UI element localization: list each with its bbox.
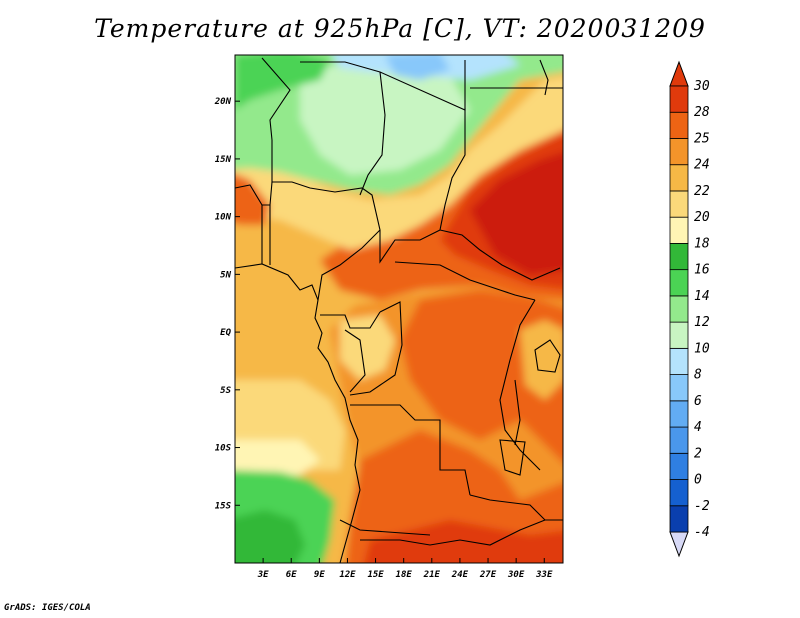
colorbar-swatch bbox=[669, 243, 689, 271]
colorbar-swatch bbox=[669, 426, 689, 454]
colorbar-level-label: -4 bbox=[694, 525, 710, 540]
colorbar-level-label: 10 bbox=[694, 341, 710, 356]
border-gabon-congo bbox=[344, 329, 366, 393]
colorbar-level-label: 12 bbox=[694, 315, 710, 330]
border-nigeria bbox=[271, 140, 381, 301]
lake-mweru bbox=[499, 439, 526, 476]
border-algeria-mali bbox=[261, 57, 291, 141]
colorbar-level-label: 6 bbox=[694, 394, 702, 409]
colorbar-swatch bbox=[669, 452, 689, 480]
colorbar-level-label: 16 bbox=[694, 263, 710, 278]
temp-region-22-sahel bbox=[235, 77, 563, 250]
lake-tanganyika bbox=[514, 379, 521, 446]
longitude-axis: 3E 6E 9E 12E 15E 18E 21E 24E 27E 30E 33E bbox=[257, 558, 553, 580]
political-boundaries bbox=[235, 57, 563, 563]
colorbar-level-label: -2 bbox=[694, 499, 710, 514]
colorbar-level-label: 20 bbox=[694, 210, 710, 225]
lon-tick-label: 33E bbox=[535, 570, 553, 580]
temp-region-31-sudan bbox=[470, 152, 563, 275]
temp-region-28-south bbox=[346, 430, 563, 563]
border-drc-angola bbox=[350, 404, 471, 496]
border-chad-sudan bbox=[439, 108, 466, 231]
colorbar-under-triangle bbox=[669, 531, 689, 558]
temp-region-30-south bbox=[364, 520, 563, 563]
colorbar-swatch bbox=[669, 216, 689, 244]
colorbar-level-label: 2 bbox=[694, 446, 702, 461]
lon-tick-label: 12E bbox=[339, 570, 356, 580]
coastline-west-africa bbox=[235, 263, 361, 563]
grads-credit: GrADS: IGES/COLA bbox=[4, 603, 91, 613]
temp-region-16-nw bbox=[235, 55, 330, 110]
colorbar-swatch bbox=[669, 347, 689, 375]
temp-region-24-east-highlands bbox=[520, 320, 563, 400]
border-namibia-north bbox=[339, 519, 431, 536]
colorbar-swatch bbox=[669, 374, 689, 402]
lon-tick-label: 27E bbox=[479, 570, 497, 580]
border-chad-car bbox=[379, 229, 441, 264]
colorbar-swatch bbox=[669, 138, 689, 166]
lon-tick-label: 18E bbox=[396, 570, 413, 580]
colorbar-level-label: 18 bbox=[694, 236, 710, 251]
lat-tick-label: 20N bbox=[214, 97, 232, 107]
temperature-field bbox=[235, 55, 563, 563]
border-sudan-south-sudan bbox=[439, 229, 561, 281]
lat-tick-label: 10N bbox=[215, 213, 232, 223]
colorbar-swatch bbox=[669, 190, 689, 218]
lon-tick-label: 9E bbox=[314, 570, 325, 580]
lake-victoria bbox=[534, 339, 561, 373]
colorbar-swatch bbox=[669, 295, 689, 323]
colorbar-level-label: 24 bbox=[694, 158, 710, 173]
colorbar-level-label: 8 bbox=[694, 368, 702, 383]
colorbar-level-label: 28 bbox=[694, 105, 710, 120]
colorbar-over-triangle bbox=[669, 60, 689, 87]
lat-tick-label: 10S bbox=[215, 444, 232, 454]
colorbar-level-label: 22 bbox=[694, 184, 710, 199]
colorbar-swatch bbox=[669, 85, 689, 113]
lat-tick-label: 15N bbox=[215, 155, 232, 165]
colorbar-swatch bbox=[669, 505, 689, 533]
border-cameroon-gabon bbox=[320, 311, 381, 329]
coastline-red-sea bbox=[539, 59, 549, 96]
colorbar-level-label: 4 bbox=[694, 420, 702, 435]
lat-tick-label: 15S bbox=[215, 501, 232, 511]
border-car-drc bbox=[394, 261, 536, 301]
colorbar-swatch bbox=[669, 111, 689, 139]
temp-region-20-atlantic bbox=[235, 440, 320, 480]
temp-region-8-north bbox=[385, 55, 450, 80]
lat-tick-label: 5S bbox=[220, 386, 231, 396]
colorbar-swatch bbox=[669, 164, 689, 192]
lon-tick-label: 30E bbox=[507, 570, 525, 580]
colorbar-swatch bbox=[669, 479, 689, 507]
lon-tick-label: 3E bbox=[257, 570, 269, 580]
colorbar-level-label: 0 bbox=[694, 473, 702, 488]
border-zambia bbox=[469, 494, 563, 521]
map-title: Temperature at 925hPa [C], VT: 202003120… bbox=[94, 14, 706, 43]
colorbar-level-label: 30 bbox=[693, 79, 710, 94]
lon-tick-label: 15E bbox=[367, 570, 384, 580]
lat-tick-label: EQ bbox=[220, 328, 231, 338]
lon-tick-label: 21E bbox=[423, 570, 441, 580]
lon-tick-label: 24E bbox=[451, 570, 469, 580]
temp-region-22-gabon bbox=[340, 315, 395, 380]
temp-region-18-sw bbox=[235, 510, 305, 563]
colorbar-swatch bbox=[669, 269, 689, 297]
map-frame bbox=[234, 54, 564, 564]
colorbar-level-label: 25 bbox=[694, 131, 710, 146]
colorbar-swatch bbox=[669, 321, 689, 349]
colorbar-level-label: 14 bbox=[694, 289, 710, 304]
border-drc-east bbox=[499, 299, 541, 471]
colorbar-swatch bbox=[669, 400, 689, 428]
lon-tick-label: 6E bbox=[286, 570, 297, 580]
border-niger-chad bbox=[359, 71, 386, 196]
latitude-axis: 20N 15N 10N 5N EQ 5S 10S 15S bbox=[214, 97, 240, 511]
border-congo-drc bbox=[349, 301, 403, 396]
lat-tick-label: 5N bbox=[220, 270, 231, 280]
border-angola-namibia bbox=[360, 519, 546, 546]
